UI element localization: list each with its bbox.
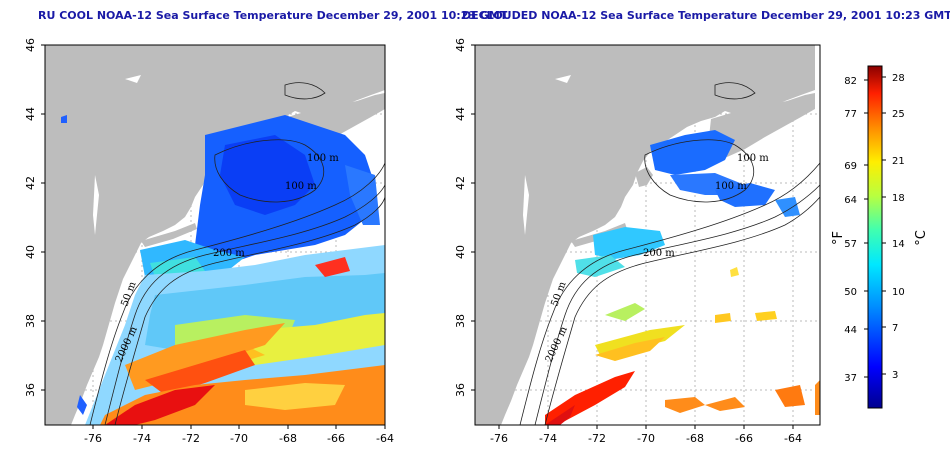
colorbar-c-tick: 7 (892, 323, 898, 334)
panel-left: 100 m 100 m 200 m 50 m 2000 m (44, 44, 386, 426)
lon-tick: -70 (637, 432, 655, 445)
lon-tick: -64 (376, 432, 394, 445)
lat-tick: 38 (24, 314, 37, 328)
lat-tick: 40 (24, 245, 37, 259)
contour-label-200m: 200 m (213, 248, 245, 259)
colorbar-f-tick: 69 (844, 161, 857, 172)
lat-tick: 44 (454, 107, 467, 121)
colorbar-c-tick: 28 (892, 73, 905, 84)
map-border-right (474, 44, 821, 426)
colorbar-c-tick: 14 (892, 239, 905, 250)
lat-tick: 42 (24, 176, 37, 190)
lon-tick: -66 (327, 432, 345, 445)
contour-label-200m: 200 m (643, 248, 675, 259)
colorbar-unit-fahrenheit: °F (831, 231, 846, 245)
colorbar-c-tick: 3 (892, 370, 898, 381)
colorbar-f-tick: 77 (844, 109, 857, 120)
colorbar-c-tick: 21 (892, 156, 905, 167)
sst-field-left (61, 115, 385, 425)
lat-tick: 36 (24, 383, 37, 397)
panel-right-title: DECLOUDED NOAA-12 Sea Surface Temperatur… (462, 9, 950, 22)
lon-tick: -70 (230, 432, 248, 445)
lon-tick: -68 (279, 432, 297, 445)
lon-tick: -68 (686, 432, 704, 445)
colorbar-f-tick: 64 (844, 195, 857, 206)
lon-tick: -74 (539, 432, 557, 445)
lat-tick: 46 (454, 38, 467, 52)
colorbar-unit-celsius: °C (914, 230, 929, 246)
colorbar-f-tick: 50 (844, 287, 857, 298)
bathymetry-contours-left (89, 82, 386, 426)
panel-left-title: RU COOL NOAA-12 Sea Surface Temperature … (38, 9, 508, 22)
lon-tick: -72 (182, 432, 200, 445)
lat-tick: 38 (454, 314, 467, 328)
map-border-left (44, 44, 386, 426)
lat-tick: 36 (454, 383, 467, 397)
lon-tick: -76 (84, 432, 102, 445)
sst-field-right (545, 130, 820, 425)
axis-left: -76 -74 -72 -70 -68 -66 -64 36 38 40 42 … (24, 38, 394, 445)
axis-right: -76 -74 -72 -70 -68 -66 -64 36 38 40 42 … (454, 38, 802, 445)
colorbar-gradient (867, 65, 883, 409)
panel-right: 100 m 100 m 200 m 50 m 2000 m (474, 44, 821, 426)
colorbar-f-tick: 37 (844, 373, 857, 384)
colorbar-c-tick: 10 (892, 287, 905, 298)
colorbar-f-tick: 44 (844, 325, 857, 336)
lon-tick: -64 (784, 432, 802, 445)
colorbar-f-tick: 82 (844, 76, 857, 87)
contour-label-100m-inner: 100 m (285, 181, 317, 192)
contour-label-100m-inner: 100 m (715, 181, 747, 192)
colorbar: 82 77 69 64 57 50 44 37 28 25 21 18 14 1… (831, 65, 929, 409)
colorbar-c-tick: 25 (892, 109, 905, 120)
lon-tick: -66 (735, 432, 753, 445)
lon-tick: -76 (490, 432, 508, 445)
lat-tick: 44 (24, 107, 37, 121)
bathymetry-contours-right (519, 82, 821, 426)
colorbar-f-tick: 57 (844, 239, 857, 250)
contour-label-100m: 100 m (737, 153, 769, 164)
lat-tick: 46 (24, 38, 37, 52)
colorbar-c-tick: 18 (892, 193, 905, 204)
lat-tick: 40 (454, 245, 467, 259)
lon-tick: -74 (133, 432, 151, 445)
lat-tick: 42 (454, 176, 467, 190)
lon-tick: -72 (588, 432, 606, 445)
contour-label-100m: 100 m (307, 153, 339, 164)
